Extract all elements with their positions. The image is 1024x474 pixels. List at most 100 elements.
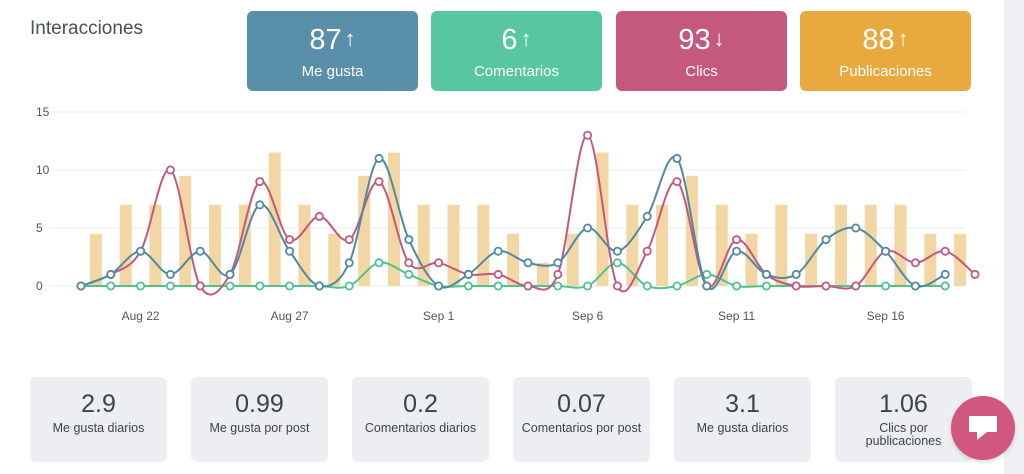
data-point — [791, 269, 801, 279]
stat-card: 3.1 Me gusta diarios — [674, 377, 811, 462]
x-tick-label: Aug 27 — [271, 309, 309, 323]
stat-label: Me gusta diarios — [696, 421, 789, 435]
chat-button[interactable] — [951, 396, 1015, 460]
bar — [805, 233, 818, 286]
arrow-up-icon: ↑ — [520, 26, 532, 51]
y-tick-label: 0 — [36, 279, 43, 293]
x-tick-label: Sep 11 — [718, 309, 755, 323]
data-point — [553, 281, 563, 291]
bar — [447, 204, 460, 286]
x-tick-label: Sep 6 — [572, 309, 604, 323]
stat-value: 1.06 — [879, 390, 928, 418]
data-point — [76, 281, 86, 291]
stat-label: Comentarios por post — [521, 421, 642, 435]
data-point — [165, 281, 175, 291]
bar — [656, 204, 669, 286]
data-point — [434, 281, 444, 291]
data-point — [165, 269, 175, 279]
data-point — [314, 211, 324, 221]
kpi-value: 87 ↑ — [309, 24, 356, 56]
kpi-label: Me gusta — [301, 63, 364, 80]
kpi-value: 88 ↑ — [862, 24, 909, 56]
data-point — [553, 258, 563, 268]
data-point — [255, 177, 265, 187]
y-tick-label: 10 — [36, 163, 50, 177]
data-point — [136, 281, 146, 291]
data-point — [791, 281, 801, 291]
data-point — [344, 235, 354, 245]
data-point — [583, 281, 593, 291]
data-point — [255, 281, 265, 291]
bar — [328, 233, 341, 286]
data-point — [881, 281, 891, 291]
data-point — [374, 153, 384, 163]
data-point — [165, 165, 175, 175]
data-point — [106, 269, 116, 279]
stat-card: 0.99 Me gusta por post — [191, 377, 328, 462]
stat-card: 2.9 Me gusta diarios — [30, 377, 167, 462]
kpi-card-clicks[interactable]: 93 ↓ Clics — [616, 11, 787, 91]
data-point — [761, 269, 771, 279]
data-point — [195, 246, 205, 256]
data-point — [285, 281, 295, 291]
bar — [209, 204, 222, 286]
data-point — [255, 200, 265, 210]
data-point — [434, 258, 444, 268]
data-point — [672, 177, 682, 187]
kpi-label: Comentarios — [473, 63, 560, 80]
stat-label: Me gusta por post — [209, 421, 310, 435]
stat-value: 0.07 — [557, 390, 606, 418]
arrow-up-icon: ↑ — [897, 26, 909, 51]
data-point — [344, 258, 354, 268]
kpi-card-likes[interactable]: 87 ↑ Me gusta — [247, 11, 418, 91]
data-point — [404, 235, 414, 245]
stat-label: Comentarios diarios — [364, 421, 477, 435]
bar — [507, 233, 520, 286]
data-point — [672, 281, 682, 291]
data-point — [285, 246, 295, 256]
scrollbar-track[interactable] — [1004, 0, 1024, 474]
kpi-value: 93 ↓ — [678, 24, 725, 56]
stat-card: 1.06 Clics por publicaciones — [835, 377, 972, 462]
kpi-card-comments[interactable]: 6 ↑ Comentarios — [431, 11, 602, 91]
stat-value: 0.99 — [235, 390, 284, 418]
data-point — [583, 223, 593, 233]
data-point — [374, 177, 384, 187]
bar — [834, 204, 847, 286]
data-point — [136, 246, 146, 256]
y-tick-label: 5 — [36, 221, 43, 235]
kpi-value: 6 ↑ — [501, 24, 532, 56]
data-point — [881, 246, 891, 256]
stat-label: Me gusta diarios — [52, 421, 145, 435]
kpi-card-posts[interactable]: 88 ↑ Publicaciones — [800, 11, 971, 91]
x-tick-label: Sep 1 — [423, 309, 455, 323]
bar — [358, 175, 371, 286]
data-point — [553, 269, 563, 279]
data-point — [225, 269, 235, 279]
data-point — [821, 235, 831, 245]
interactions-chart: 0 5 10 15 Aug 22 Aug 27 Sep 1 Sep 6 Sep 11 Sep 16 — [36, 105, 980, 323]
section-title: Interacciones — [30, 18, 144, 39]
data-point — [523, 258, 533, 268]
data-point — [612, 258, 622, 268]
data-point — [225, 281, 235, 291]
x-tick-label: Sep 16 — [867, 309, 905, 323]
bar — [238, 204, 251, 286]
data-point — [761, 281, 771, 291]
data-point — [642, 281, 652, 291]
data-point — [940, 246, 950, 256]
data-point — [374, 258, 384, 268]
bar — [119, 204, 132, 286]
data-point — [612, 246, 622, 256]
bar — [566, 233, 579, 286]
data-point — [404, 258, 414, 268]
bar — [536, 262, 549, 286]
arrow-down-icon: ↓ — [713, 26, 725, 51]
bar — [89, 233, 102, 286]
data-point — [732, 281, 742, 291]
stat-value: 0.2 — [403, 390, 438, 418]
stat-value: 3.1 — [725, 390, 760, 418]
data-point — [851, 281, 861, 291]
data-point — [702, 281, 712, 291]
